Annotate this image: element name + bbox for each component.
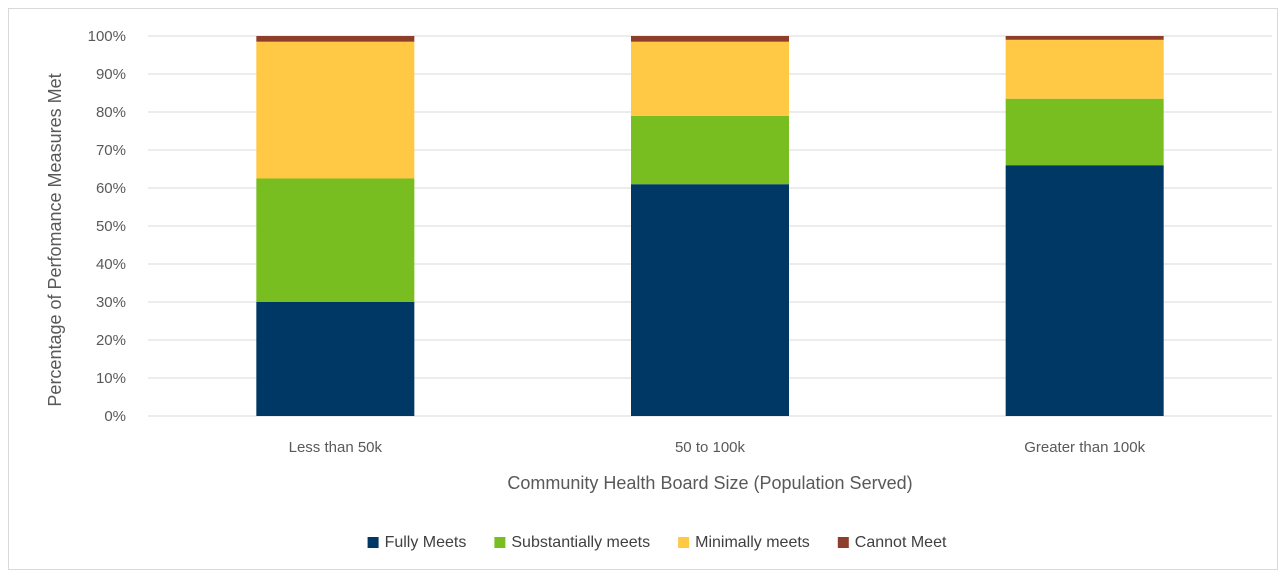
bar-segment — [1005, 36, 1164, 40]
legend-item: Cannot Meet — [837, 534, 947, 551]
y-tick-label: 60% — [96, 180, 126, 197]
legend-label: Substantially meets — [511, 534, 650, 551]
y-tick-label: 0% — [104, 408, 126, 425]
legend: Fully Meets Substantially meets Minimally … — [367, 534, 947, 551]
bars — [256, 36, 1164, 416]
bar-segment — [1005, 165, 1164, 416]
x-tick-label: 50 to 100k — [675, 439, 746, 456]
legend-label: Fully Meets — [385, 534, 467, 551]
y-axis-title: Percentage of Perfomance Measures Met — [45, 73, 65, 406]
x-tick-label: Less than 50k — [289, 439, 383, 456]
bar-segment — [631, 41, 789, 116]
x-tick-label: Greater than 100k — [1024, 439, 1145, 456]
legend-swatch — [837, 537, 849, 548]
y-tick-label: 80% — [96, 104, 126, 121]
bar-segment — [256, 36, 415, 42]
legend-label: Minimally meets — [695, 534, 810, 551]
bar-segment — [256, 178, 415, 302]
y-tick-label: 50% — [96, 218, 126, 235]
y-tick-label: 90% — [96, 66, 126, 83]
y-tick-label: 40% — [96, 256, 126, 273]
legend-swatch — [367, 537, 379, 548]
bar-segment — [631, 184, 789, 416]
y-tick-label: 20% — [96, 332, 126, 349]
legend-swatch — [678, 537, 690, 548]
y-tick-label: 10% — [96, 370, 126, 387]
legend-swatch — [494, 537, 506, 548]
y-tick-label: 30% — [96, 294, 126, 311]
bar-segment — [1005, 39, 1164, 99]
bar-segment — [631, 36, 789, 42]
y-tick-label: 100% — [88, 28, 126, 45]
legend-item: Fully Meets — [367, 534, 467, 551]
bar-segment — [631, 115, 789, 185]
x-axis-ticks: Less than 50k 50 to 100k Greater than 100k — [289, 439, 1146, 456]
y-tick-label: 70% — [96, 142, 126, 159]
legend-label: Cannot Meet — [855, 534, 947, 551]
legend-item: Minimally meets — [678, 534, 810, 551]
bar-segment — [256, 41, 415, 179]
bar-segment — [256, 302, 415, 416]
x-axis-title: Community Health Board Size (Population … — [507, 473, 912, 493]
bar-segment — [1005, 98, 1164, 166]
legend-item: Substantially meets — [494, 534, 650, 551]
y-axis-ticks: 0% 10% 20% 30% 40% 50% 60% 70% 80% 90% 100% — [88, 28, 126, 425]
